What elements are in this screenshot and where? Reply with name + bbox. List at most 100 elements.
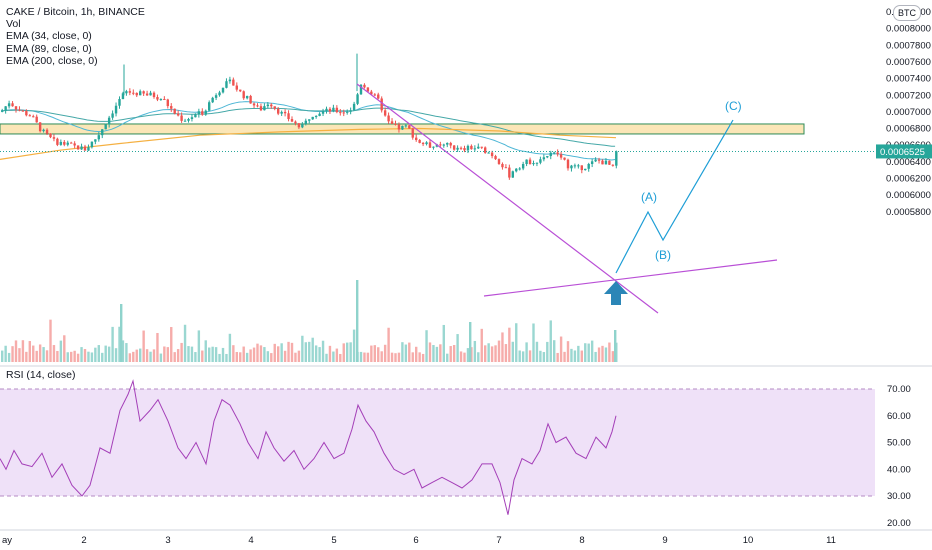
volume-bar: [559, 336, 563, 362]
candle-body: [428, 142, 432, 148]
candle-body: [304, 120, 307, 125]
candle-body: [404, 125, 408, 127]
candle-body: [194, 114, 197, 118]
candle-body: [235, 85, 238, 90]
volume-bar: [128, 353, 132, 362]
currency-button[interactable]: BTC: [893, 5, 921, 21]
volume-bar: [156, 332, 159, 362]
volume-bar: [508, 327, 511, 362]
time-tick-label: 9: [662, 535, 667, 546]
volume-bar: [449, 346, 452, 362]
indicator-ema34[interactable]: EMA (34, close, 0): [6, 30, 92, 43]
candle-body: [294, 121, 297, 124]
candle-body: [442, 144, 445, 146]
volume-bar: [14, 340, 18, 362]
volume-bar: [304, 342, 307, 362]
candle-body: [283, 111, 287, 114]
volume-bar: [180, 342, 183, 362]
volume-bar: [408, 342, 411, 362]
volume-bar: [249, 349, 252, 362]
volume-bar: [59, 340, 63, 362]
candle-body: [142, 91, 145, 94]
candle-body: [139, 91, 142, 96]
candle-body: [325, 108, 328, 112]
candle-body: [221, 87, 225, 93]
rsi-series-line: [0, 379, 617, 515]
candle-body: [273, 106, 276, 109]
candle-body: [242, 91, 245, 99]
candle-body: [332, 107, 335, 112]
volume-bar: [477, 352, 480, 362]
volume-bar: [239, 352, 242, 362]
price-tick-label: 0.0006400: [886, 157, 931, 168]
volume-bar: [21, 340, 25, 362]
ema200-line: [0, 127, 617, 160]
volume-bar: [266, 351, 270, 362]
candle-body: [415, 137, 418, 141]
volume-bar: [159, 353, 163, 362]
volume-bar: [580, 350, 583, 362]
candle-body: [570, 165, 573, 169]
candle-body: [228, 79, 232, 82]
candle-body: [411, 128, 414, 138]
volume-bar: [283, 350, 287, 362]
indicator-ema89[interactable]: EMA (89, close, 0): [6, 42, 92, 55]
rsi-band: [0, 388, 875, 497]
volume-bar: [87, 351, 90, 362]
candle-body: [515, 168, 518, 172]
volume-bar: [380, 351, 383, 362]
price-tick-label: 0.0007800: [886, 40, 931, 51]
candle-body: [314, 115, 318, 117]
candle-body: [501, 163, 504, 168]
volume-bar: [73, 350, 76, 362]
volume-bar: [56, 350, 59, 362]
volume-bar: [439, 344, 442, 362]
candle-body: [183, 120, 187, 122]
candle-body: [180, 115, 183, 121]
candle-body: [549, 152, 552, 157]
volume-bar: [346, 342, 349, 362]
rsi-legend[interactable]: RSI (14, close): [6, 369, 76, 381]
volume-bar: [525, 342, 528, 362]
candle-body: [597, 159, 601, 161]
candle-body: [245, 95, 249, 99]
volume-bar: [208, 347, 211, 362]
candle-body: [594, 159, 597, 162]
candle-body: [418, 140, 421, 143]
volume-bar: [342, 343, 345, 362]
time-tick-label: 3: [165, 535, 170, 546]
volume-bar: [183, 324, 187, 362]
volume-bar: [7, 352, 11, 362]
volume-bar: [25, 351, 28, 362]
candle-body: [45, 129, 49, 134]
volume-bar: [166, 347, 169, 362]
candle-body: [204, 110, 207, 115]
volume-bar: [373, 345, 376, 362]
volume-bar: [18, 348, 21, 362]
volume-bar: [187, 346, 190, 362]
candle-body: [208, 102, 211, 111]
candle-body: [259, 106, 263, 111]
indicator-vol[interactable]: Vol: [6, 18, 21, 31]
candle-body: [321, 111, 325, 114]
up-arrow-icon: [604, 281, 628, 305]
candle-body: [149, 92, 152, 96]
candle-body: [49, 133, 52, 138]
candle-body: [152, 92, 156, 98]
candle-body: [425, 142, 428, 145]
candle-body: [563, 157, 566, 160]
price-tick-label: 0.0007200: [886, 90, 931, 101]
volume-bar: [118, 326, 121, 362]
candle-body: [390, 121, 394, 124]
volume-bar: [470, 347, 473, 362]
volume-bar: [245, 352, 249, 362]
symbol-title[interactable]: CAKE / Bitcoin, 1h, BINANCE: [6, 6, 145, 18]
volume-bar: [225, 353, 228, 362]
candle-body: [32, 116, 35, 118]
candle-body: [611, 164, 615, 166]
candle-body: [211, 97, 214, 103]
indicator-ema200[interactable]: EMA (200, close, 0): [6, 54, 98, 67]
volume-bar: [252, 347, 256, 362]
candle-body: [408, 125, 411, 129]
